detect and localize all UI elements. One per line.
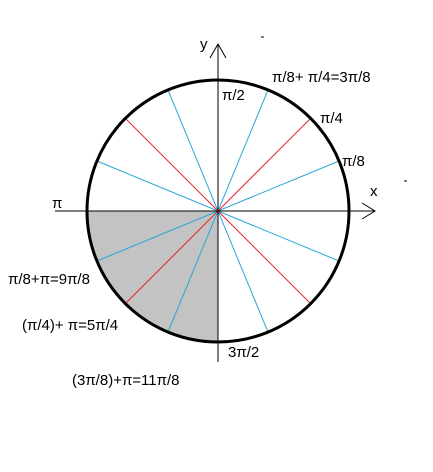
axes	[55, 36, 407, 362]
angle-label: π/8	[342, 153, 365, 170]
x-arrow	[361, 202, 376, 220]
angle-label: π/8+π=9π/8	[8, 271, 90, 288]
angle-label: (3π/8)+π=11π/8	[72, 372, 180, 389]
angle-label: π	[52, 195, 62, 212]
angle-label: π/2	[222, 87, 245, 104]
angle-label: π/4	[320, 110, 343, 127]
x-axis-label: x	[370, 183, 378, 200]
y-arrow	[209, 42, 227, 59]
angle-label: 3π/2	[228, 344, 259, 361]
angle-label: π/8+ π/4=3π/8	[272, 69, 371, 86]
y-axis-label: y	[200, 36, 208, 53]
angle-label: (π/4)+ π=5π/4	[22, 317, 118, 334]
